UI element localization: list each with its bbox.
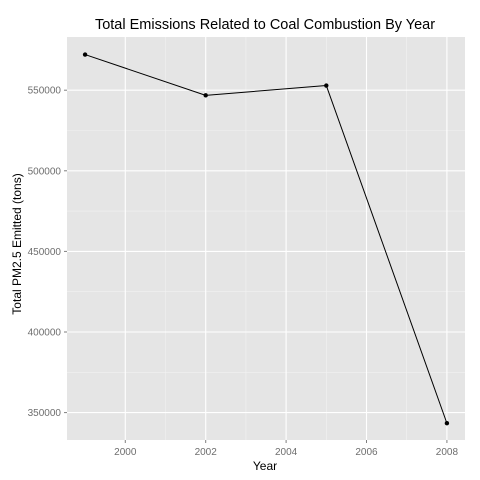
x-tick-label: 2006	[355, 447, 378, 458]
data-point	[203, 93, 208, 98]
minor-gridlines	[67, 37, 465, 440]
y-tick-label: 450000	[28, 247, 62, 258]
x-tick-labels: 2000 2002 2004 2006 2008	[114, 447, 458, 458]
axis-ticks	[64, 89, 448, 443]
data-point	[324, 83, 329, 88]
x-tick-label: 2000	[114, 447, 137, 458]
series-layer	[82, 52, 450, 426]
x-tick-label: 2004	[275, 447, 298, 458]
plot-background	[67, 37, 465, 440]
x-tick-label: 2002	[195, 447, 218, 458]
series-line	[84, 54, 448, 424]
x-tick-label: 2008	[436, 447, 459, 458]
y-tick-label: 500000	[28, 166, 62, 177]
data-point	[82, 52, 88, 57]
y-tick-label: 550000	[28, 86, 62, 97]
y-axis-title: Total PM2.5 Emitted (tons)	[10, 173, 24, 314]
y-tick-labels: 350000 400000 450000 500000 550000	[28, 86, 62, 419]
y-tick-label: 400000	[28, 327, 62, 338]
chart-title: Total Emissions Related to Coal Combusti…	[95, 17, 435, 33]
y-tick-label: 350000	[28, 408, 62, 419]
x-axis-title: Year	[253, 459, 277, 473]
data-point	[444, 421, 450, 426]
